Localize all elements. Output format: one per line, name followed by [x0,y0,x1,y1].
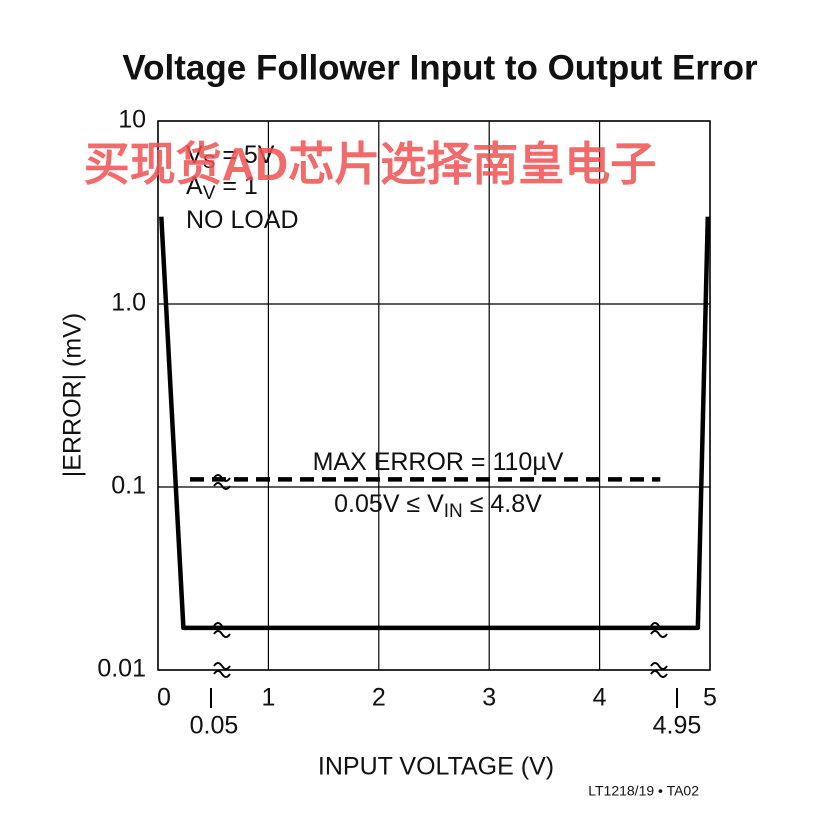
y-tick-label: 10 [118,106,146,134]
annotation-part: IN [444,501,463,522]
x-tick-label: 4 [593,684,607,712]
break-label: 0.05 [190,712,239,740]
x-tick-label: 0 [157,684,171,712]
annotation-part: ≤ 4.8V [463,490,542,518]
annotation-part: A [186,172,203,200]
x-tick-label: 2 [372,684,386,712]
footnote: LT1218/19 • TA02 [588,783,699,799]
annotation: NO LOAD [186,206,299,234]
annotation: AV = 1 [186,172,258,204]
plot-frame [157,120,711,671]
annotation: 0.05V ≤ VIN ≤ 4.8V [334,490,542,522]
annotation-part: 0.05V ≤ V [334,490,444,518]
annotation-part: V [186,141,203,169]
y-tick-label: 0.01 [97,655,146,683]
annotation: MAX ERROR = 110µV [313,448,564,476]
x-tick-label: 1 [261,684,275,712]
data-line [159,216,711,631]
x-axis-label: INPUT VOLTAGE (V) [318,753,554,781]
watermark: 买现货AD芯片选择南皇电子 [84,138,656,190]
y-tick-label: 1.0 [111,289,146,317]
x-tick-label: 5 [703,684,717,712]
y-axis-label: |ERROR| (mV) [59,313,87,477]
annotation-part: = 1 [215,172,257,200]
annotation-part: MAX ERROR = 110µV [313,448,564,476]
annotation-part: = 5V [215,141,274,169]
annotation-part: S [203,152,216,173]
break-label: 4.95 [653,712,702,740]
y-tick-label: 0.1 [111,472,146,500]
axis-break [210,474,678,708]
chart-title: Voltage Follower Input to Output Error [122,48,758,87]
annotation-part: V [203,183,216,204]
x-tick-label: 3 [482,684,496,712]
annotation-part: NO LOAD [186,206,299,234]
annotation: VS = 5V [186,141,275,173]
